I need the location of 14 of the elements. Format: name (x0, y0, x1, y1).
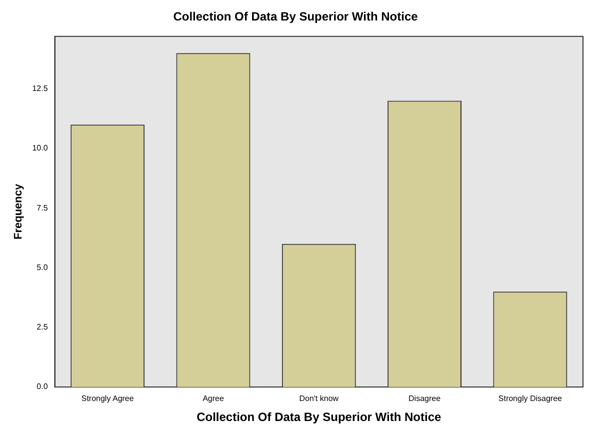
x-tick-label: Strongly Agree (81, 394, 134, 404)
x-tick-label: Strongly Disagree (498, 394, 563, 404)
y-axis-title: Frequency (12, 183, 25, 240)
y-tick-label: 5.0 (36, 262, 48, 272)
x-tick-label: Don't know (299, 394, 339, 404)
x-tick-label: Agree (202, 394, 224, 404)
x-axis-title: Collection Of Data By Superior With Notice (196, 410, 442, 424)
y-tick-label: 7.5 (36, 203, 48, 212)
y-tick-label: 0.0 (36, 382, 48, 392)
x-tick-label: Disagree (408, 394, 442, 404)
y-tick-label: 10.0 (32, 144, 48, 153)
y-tick-label: 12.5 (32, 84, 48, 94)
chart-title: Collection Of Data By Superior With Notice (173, 10, 418, 24)
y-tick-label: 2.5 (36, 322, 48, 332)
